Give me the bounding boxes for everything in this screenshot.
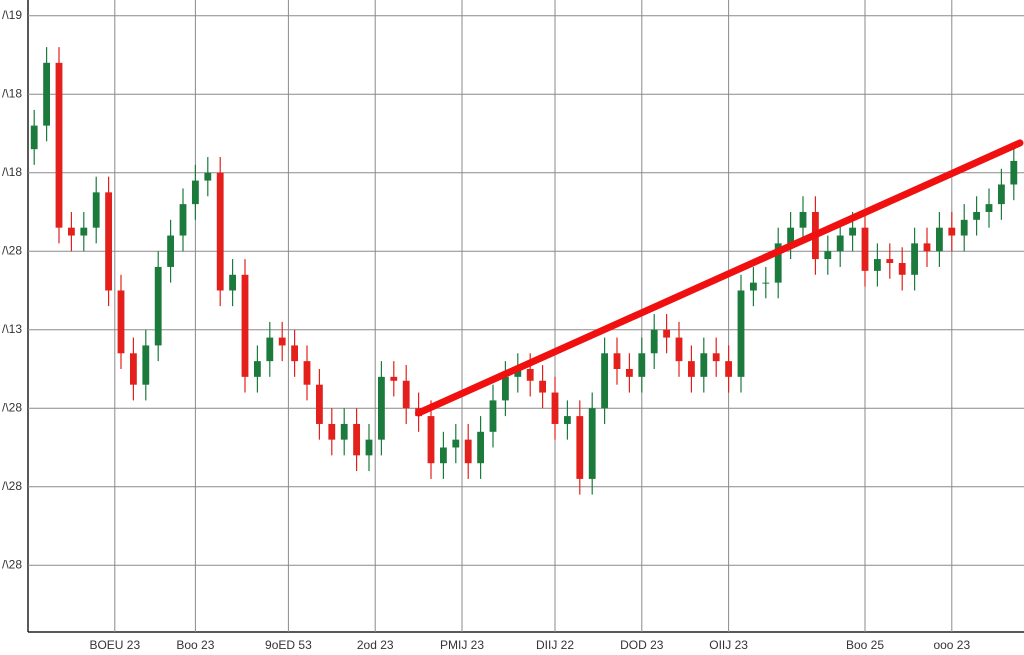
x-tick-label: ooo 23 [933, 638, 970, 652]
candle-body [799, 211, 807, 228]
candle-body [935, 227, 943, 252]
x-tick-label: DIIJ 22 [536, 638, 574, 652]
candle-body [303, 361, 311, 385]
candle-body [588, 408, 596, 479]
candle-body [353, 423, 361, 456]
candle-body [836, 235, 844, 252]
candle-body [625, 368, 633, 377]
candle-body [377, 376, 385, 440]
candle-body [117, 290, 125, 354]
x-tick-label: BOEU 23 [89, 638, 140, 652]
candle-body [340, 423, 348, 440]
candle-body [861, 227, 869, 271]
candle-body [92, 192, 100, 228]
candle-body [997, 184, 1005, 205]
candle-body [675, 337, 683, 362]
candle-body [67, 227, 75, 236]
candle-body [204, 172, 212, 181]
candle-body [985, 204, 993, 212]
candle-body [80, 227, 88, 236]
candle-body [687, 361, 695, 377]
candle-body [898, 263, 906, 275]
candle-body [551, 392, 559, 424]
y-tick-label: /\13 [2, 322, 22, 336]
candle-body [650, 329, 658, 354]
candle-body [427, 416, 435, 464]
candle-body [129, 353, 137, 385]
y-tick-label: /\28 [2, 557, 22, 571]
candle-body [774, 243, 782, 283]
y-tick-label: /\18 [2, 86, 22, 100]
candle-body [291, 345, 299, 362]
candle-body [278, 337, 286, 346]
candle-body [105, 192, 113, 291]
candle-body [154, 266, 162, 346]
y-tick-label: /\28 [2, 400, 22, 414]
candle-body [1010, 160, 1018, 185]
x-tick-label: Boo 23 [176, 638, 214, 652]
candle-body [601, 353, 609, 409]
candle-body [43, 62, 51, 126]
x-tick-label: 2od 23 [357, 638, 394, 652]
candle-body [576, 416, 584, 479]
y-tick-label: /\19 [2, 8, 22, 22]
candle-body [216, 172, 224, 291]
candle-body [402, 380, 410, 409]
candle-body [712, 353, 720, 362]
candle-body [948, 227, 956, 236]
y-tick-label: /\28 [2, 243, 22, 257]
x-tick-label: DOD 23 [620, 638, 664, 652]
candle-body [452, 439, 460, 448]
candle-body [737, 290, 745, 377]
candle-body [253, 361, 261, 377]
candle-body [638, 353, 646, 377]
candle-body [266, 337, 274, 362]
candle-body [526, 368, 534, 381]
y-tick-label: /\28 [2, 479, 22, 493]
candle-body [563, 416, 571, 424]
candle-body [365, 439, 373, 456]
candle-body [464, 439, 472, 464]
candle-body [439, 447, 447, 464]
candle-body [477, 431, 485, 464]
candle-body [960, 219, 968, 236]
x-tick-label: OIIJ 23 [709, 638, 748, 652]
candle-body [501, 376, 509, 401]
candle-body [489, 400, 497, 432]
candle-body [700, 353, 708, 377]
candle-body [923, 243, 931, 252]
candle-body [539, 380, 547, 393]
candle-body [725, 361, 733, 377]
trend-line [415, 139, 1024, 417]
candle-body [873, 259, 881, 271]
candle-body [613, 353, 621, 369]
candle-body [849, 227, 857, 236]
candle-body [973, 211, 981, 220]
x-tick-label: PMIJ 23 [440, 638, 484, 652]
candle-body [167, 235, 175, 267]
candle-body [142, 345, 150, 385]
candle-body [55, 62, 63, 228]
candle-body [514, 368, 522, 377]
candle-body [663, 329, 671, 338]
candle-body [886, 259, 894, 264]
candle-body [30, 125, 38, 150]
x-tick-label: 9oED 53 [265, 638, 312, 652]
candle-body [911, 243, 919, 275]
candle-body [390, 376, 398, 381]
candle-body [824, 251, 832, 260]
candle-body [315, 384, 323, 424]
candle-body [191, 180, 199, 205]
y-tick-label: /\18 [2, 165, 22, 179]
candle-body [241, 274, 249, 377]
candle-body [749, 282, 757, 291]
x-tick-label: Boo 25 [846, 638, 884, 652]
candle-body [328, 423, 336, 440]
candle-body [179, 204, 187, 236]
candle-body [229, 274, 237, 291]
candle-body [787, 227, 795, 244]
candle-body [762, 282, 770, 284]
